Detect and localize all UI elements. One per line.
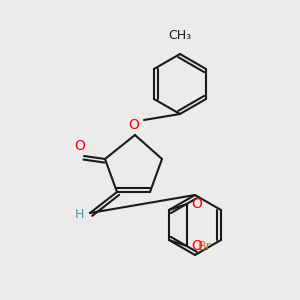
- Text: H: H: [75, 208, 84, 221]
- Text: O: O: [74, 139, 85, 153]
- Text: Br: Br: [198, 239, 212, 253]
- Text: CH₃: CH₃: [168, 29, 192, 42]
- Text: O: O: [191, 239, 203, 253]
- Text: O: O: [128, 118, 139, 132]
- Text: O: O: [191, 197, 203, 211]
